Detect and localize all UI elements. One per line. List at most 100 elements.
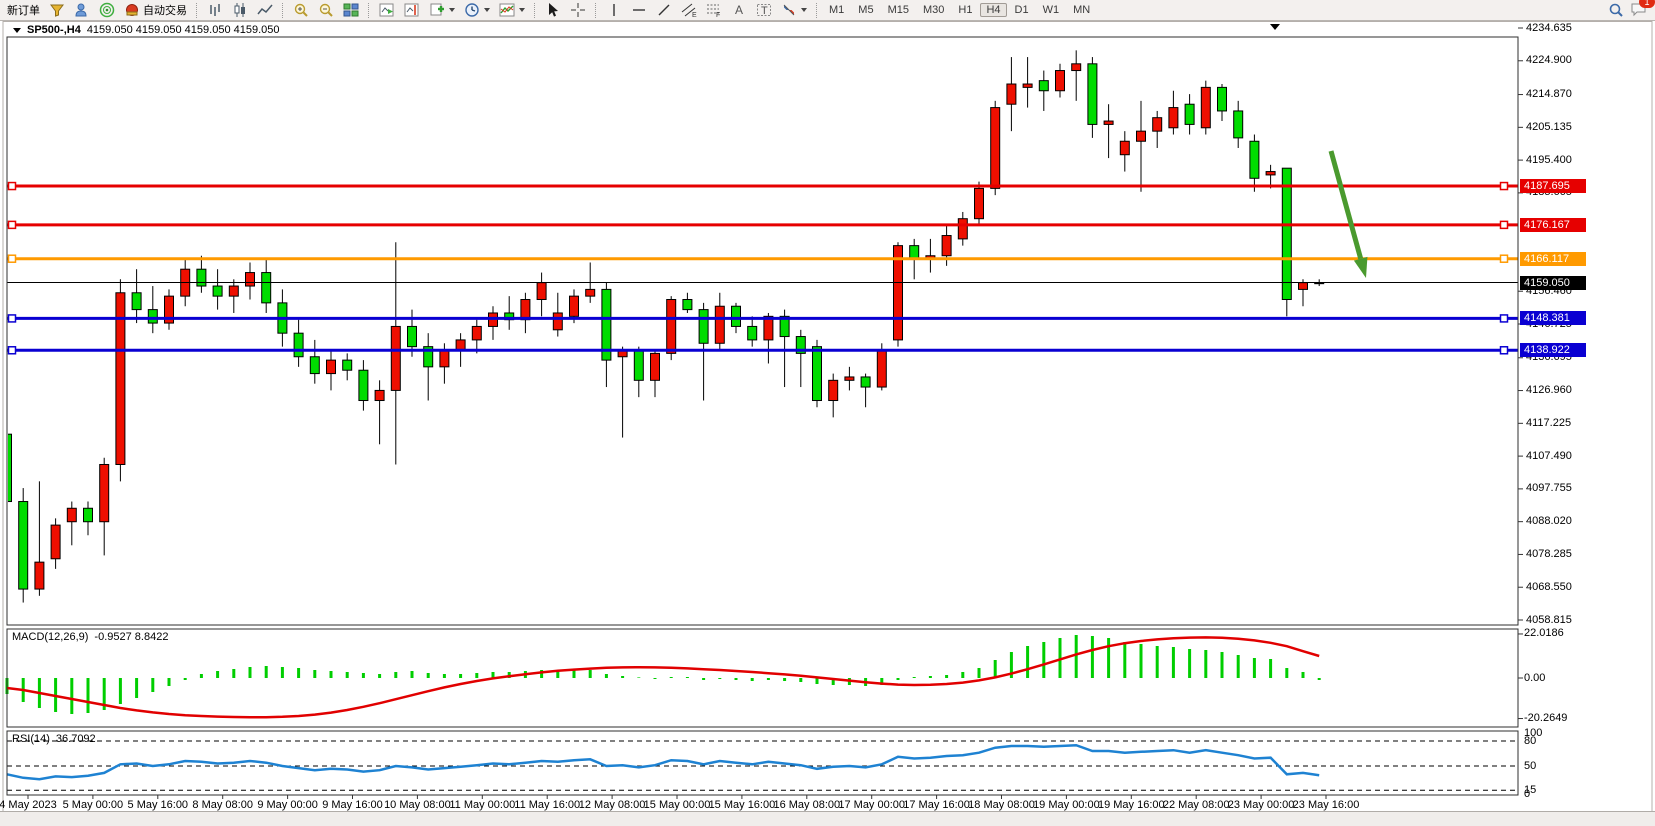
zoom-out-icon (319, 3, 333, 17)
trendline-icon (658, 4, 670, 16)
hline-handle[interactable] (7, 254, 17, 263)
price-line-badge[interactable]: 4166.117 (1520, 251, 1586, 266)
text-label-tool-button[interactable]: T (752, 1, 776, 20)
time-axis-label: 9 May 00:00 (257, 799, 318, 811)
profile-icon-button[interactable] (70, 1, 94, 20)
timeframe-button-H4[interactable]: H4 (980, 3, 1007, 17)
time-axis-label: 11 May 00:00 (449, 799, 516, 811)
timeframe-button-M5[interactable]: M5 (858, 4, 874, 16)
zoom-in-button[interactable] (289, 1, 313, 20)
chevron-down-icon (801, 8, 807, 12)
hline-handle[interactable] (1499, 220, 1509, 230)
new-order-button[interactable]: 新订单 (3, 1, 44, 20)
horizontal-line-tool-button[interactable] (627, 1, 651, 20)
notifications-button[interactable]: 1 (1630, 0, 1655, 20)
svg-text:E: E (692, 12, 697, 18)
price-line-badge[interactable]: 4138.922 (1520, 343, 1586, 358)
timeframe-button-D1[interactable]: D1 (1014, 4, 1029, 16)
text-tool-button[interactable]: A (727, 1, 751, 20)
bar-chart-icon (210, 4, 220, 16)
timeframe-button-M30[interactable]: M30 (922, 4, 945, 16)
candle-chart-mode-button[interactable] (228, 1, 252, 20)
time-axis-label: 19 May 00:00 (1033, 799, 1100, 811)
indicator-icon (499, 3, 515, 17)
price-axis-label: 4117.225 (1526, 416, 1572, 429)
equidistant-channel-icon: E (681, 3, 697, 18)
cursor-icon (549, 3, 558, 17)
vertical-line-tool-button[interactable] (602, 1, 626, 20)
line-chart-mode-button[interactable] (253, 1, 277, 20)
candlestick-chart-icon (234, 3, 245, 17)
hline-handle[interactable] (1499, 181, 1509, 191)
price-axis-label: 4195.400 (1526, 153, 1572, 166)
periods-button[interactable] (460, 1, 494, 20)
auto-trading-icon (126, 4, 138, 16)
trend-arrow-annotation[interactable] (1328, 150, 1368, 278)
hline-handle[interactable] (7, 220, 17, 230)
person-icon (75, 3, 87, 17)
time-axis-label: 22 May 08:00 (1162, 799, 1230, 811)
price-axis-label: 4234.635 (1526, 21, 1572, 34)
hline-handle[interactable] (7, 181, 17, 191)
time-axis-label: 12 May 08:00 (578, 799, 646, 811)
macd-name: MACD(12,26,9) (12, 631, 89, 643)
funnel-icon[interactable] (45, 1, 69, 20)
macd-axis-label: -20.2649 (1524, 712, 1568, 725)
arrows-tool-button[interactable] (777, 1, 811, 20)
bar-chart-mode-button[interactable] (203, 1, 227, 20)
hline-handle[interactable] (7, 314, 17, 323)
main-toolbar: 新订单 自动交易 (0, 0, 1655, 21)
chart-title-bar[interactable]: SP500-,H4 4159.050 4159.050 4159.050 415… (13, 24, 280, 36)
macd-signal-line (6, 636, 1320, 719)
text-a-icon: A (735, 3, 743, 17)
fibonacci-tool-button[interactable]: F (702, 1, 726, 20)
price-line-badge[interactable]: 4159.050 (1520, 275, 1586, 290)
hline-handle[interactable] (1499, 314, 1509, 323)
tile-windows-button[interactable] (339, 1, 363, 20)
time-axis-label: 23 May 16:00 (1292, 799, 1360, 811)
hline-handle[interactable] (1499, 346, 1509, 355)
zoom-out-button[interactable] (314, 1, 338, 20)
shift-chart-button[interactable] (375, 1, 399, 20)
rsi-name: RSI(14) (12, 733, 50, 745)
price-line-badge[interactable]: 4148.381 (1520, 311, 1586, 326)
chart-ohlc-values: 4159.050 4159.050 4159.050 4159.050 (86, 24, 280, 36)
price-axis-label: 4126.960 (1526, 384, 1572, 397)
price-axis-label: 4107.490 (1526, 449, 1572, 462)
rsi-indicator-label: RSI(14) 36.7092 (12, 733, 96, 745)
chart-autoscroll-icon (404, 3, 419, 17)
timeframe-button-W1[interactable]: W1 (1042, 4, 1060, 16)
hline-handle[interactable] (7, 346, 17, 355)
price-axis-label: 4097.755 (1526, 482, 1572, 495)
time-axis-label: 9 May 16:00 (322, 799, 383, 811)
channel-tool-button[interactable]: E (677, 1, 701, 20)
new-chart-button[interactable] (425, 1, 459, 20)
auto-scroll-button[interactable] (400, 1, 424, 20)
auto-trading-button[interactable]: 自动交易 (120, 1, 191, 20)
cursor-tool-button[interactable] (541, 1, 565, 20)
timeframe-button-M15[interactable]: M15 (887, 4, 909, 16)
indicators-button[interactable] (495, 1, 529, 20)
timeframe-button-MN[interactable]: MN (1073, 4, 1091, 16)
search-icon[interactable] (1608, 2, 1624, 18)
zoom-in-icon (294, 3, 308, 17)
hline-handle[interactable] (1499, 254, 1509, 263)
new-chart-icon (430, 3, 444, 16)
chevron-down-icon (484, 8, 490, 12)
price-line-badge[interactable]: 4176.167 (1520, 217, 1586, 232)
chevron-down-icon (519, 8, 525, 12)
notification-badge: 1 (1639, 0, 1655, 8)
status-bar (0, 811, 1655, 826)
crosshair-tool-button[interactable] (566, 1, 590, 20)
time-axis-label: 5 May 16:00 (127, 799, 189, 811)
time-axis-label: 17 May 00:00 (838, 799, 906, 811)
timeframe-button-H1[interactable]: H1 (958, 4, 973, 16)
time-axis-label: 19 May 16:00 (1097, 799, 1165, 811)
timeframe-group: M1 M5 M15 M30 H1 H4 D1 W1 MN (823, 3, 1096, 17)
price-line-badge[interactable]: 4187.695 (1520, 179, 1586, 194)
timeframe-button-M1[interactable]: M1 (829, 4, 845, 16)
broadcast-icon-button[interactable] (95, 1, 119, 20)
trendline-tool-button[interactable] (652, 1, 676, 20)
price-axis-label: 4078.285 (1526, 547, 1572, 560)
